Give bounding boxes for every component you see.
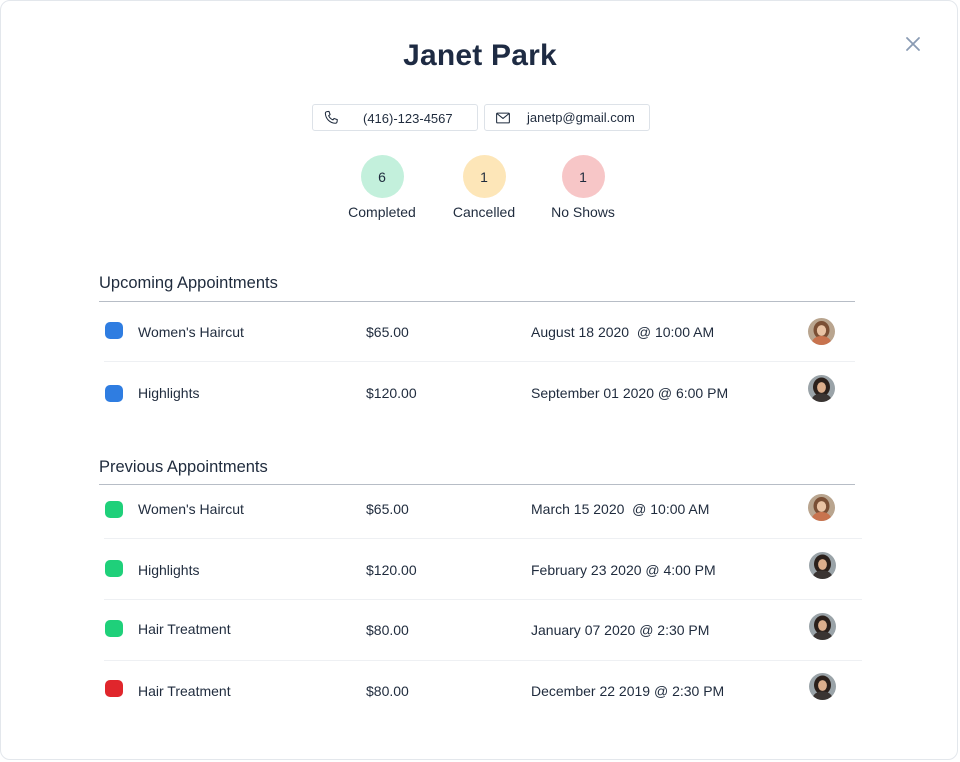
row-divider bbox=[104, 361, 855, 362]
appointment-datetime: January 07 2020 @ 2:30 PM bbox=[531, 622, 710, 638]
previous-appointments-heading: Previous Appointments bbox=[99, 458, 268, 476]
stat-completed: 6 Completed bbox=[332, 155, 432, 220]
status-dot bbox=[105, 620, 123, 637]
status-dot bbox=[105, 560, 123, 577]
stat-completed-label: Completed bbox=[348, 204, 416, 220]
email-chip[interactable]: janetp@gmail.com bbox=[484, 104, 650, 131]
status-dot bbox=[105, 322, 123, 339]
previous-row[interactable]: Hair Treatment $80.00 December 22 2019 @… bbox=[1, 673, 959, 704]
close-button[interactable] bbox=[901, 32, 925, 56]
status-dot bbox=[105, 501, 123, 518]
upcoming-row[interactable]: Highlights $120.00 September 01 2020 @ 6… bbox=[1, 375, 959, 408]
upcoming-row[interactable]: Women's Haircut $65.00 August 18 2020 @ … bbox=[1, 318, 959, 348]
upcoming-divider bbox=[99, 301, 855, 302]
stat-no-shows-count: 1 bbox=[561, 155, 605, 198]
phone-icon bbox=[324, 110, 338, 124]
status-dot bbox=[105, 385, 123, 402]
previous-row[interactable]: Women's Haircut $65.00 March 15 2020 @ 1… bbox=[1, 494, 959, 524]
previous-row[interactable]: Highlights $120.00 February 23 2020 @ 4:… bbox=[1, 552, 959, 584]
stylist-avatar[interactable] bbox=[809, 552, 836, 579]
stat-completed-count: 6 bbox=[360, 155, 404, 198]
service-name: Hair Treatment bbox=[138, 621, 231, 637]
service-name: Highlights bbox=[138, 385, 200, 401]
previous-row[interactable]: Hair Treatment $80.00 January 07 2020 @ … bbox=[1, 613, 959, 644]
stylist-avatar[interactable] bbox=[808, 375, 835, 402]
service-price: $65.00 bbox=[366, 501, 409, 517]
stylist-avatar[interactable] bbox=[808, 318, 835, 345]
service-price: $120.00 bbox=[366, 562, 417, 578]
close-icon bbox=[906, 37, 920, 51]
stat-cancelled-count: 1 bbox=[462, 155, 506, 198]
status-dot bbox=[105, 680, 123, 697]
stat-cancelled: 1 Cancelled bbox=[434, 155, 534, 220]
service-price: $80.00 bbox=[366, 622, 409, 638]
phone-number: (416)-123-4567 bbox=[363, 111, 453, 126]
phone-chip[interactable]: (416)-123-4567 bbox=[312, 104, 478, 131]
stat-no-shows-label: No Shows bbox=[551, 204, 615, 220]
mail-icon bbox=[496, 112, 510, 124]
row-divider bbox=[104, 660, 862, 661]
row-divider bbox=[104, 599, 862, 600]
row-divider bbox=[104, 538, 862, 539]
service-name: Highlights bbox=[138, 562, 200, 578]
stat-cancelled-label: Cancelled bbox=[452, 204, 516, 220]
stylist-avatar[interactable] bbox=[808, 494, 835, 521]
appointment-datetime: August 18 2020 @ 10:00 AM bbox=[531, 324, 715, 340]
service-price: $80.00 bbox=[366, 683, 409, 699]
appointment-datetime: February 23 2020 @ 4:00 PM bbox=[531, 562, 716, 578]
appointment-datetime: March 15 2020 @ 10:00 AM bbox=[531, 501, 710, 517]
stylist-avatar[interactable] bbox=[809, 613, 836, 640]
service-name: Hair Treatment bbox=[138, 683, 231, 699]
service-price: $120.00 bbox=[366, 385, 417, 401]
service-name: Women's Haircut bbox=[138, 324, 244, 340]
email-address: janetp@gmail.com bbox=[527, 110, 635, 125]
service-price: $65.00 bbox=[366, 324, 409, 340]
previous-divider bbox=[99, 484, 855, 485]
stat-no-shows: 1 No Shows bbox=[533, 155, 633, 220]
service-name: Women's Haircut bbox=[138, 501, 244, 517]
appointment-datetime: September 01 2020 @ 6:00 PM bbox=[531, 385, 729, 401]
stylist-avatar[interactable] bbox=[809, 673, 836, 700]
appointment-datetime: December 22 2019 @ 2:30 PM bbox=[531, 683, 725, 699]
client-name: Janet Park bbox=[403, 39, 557, 72]
upcoming-appointments-heading: Upcoming Appointments bbox=[99, 274, 278, 292]
